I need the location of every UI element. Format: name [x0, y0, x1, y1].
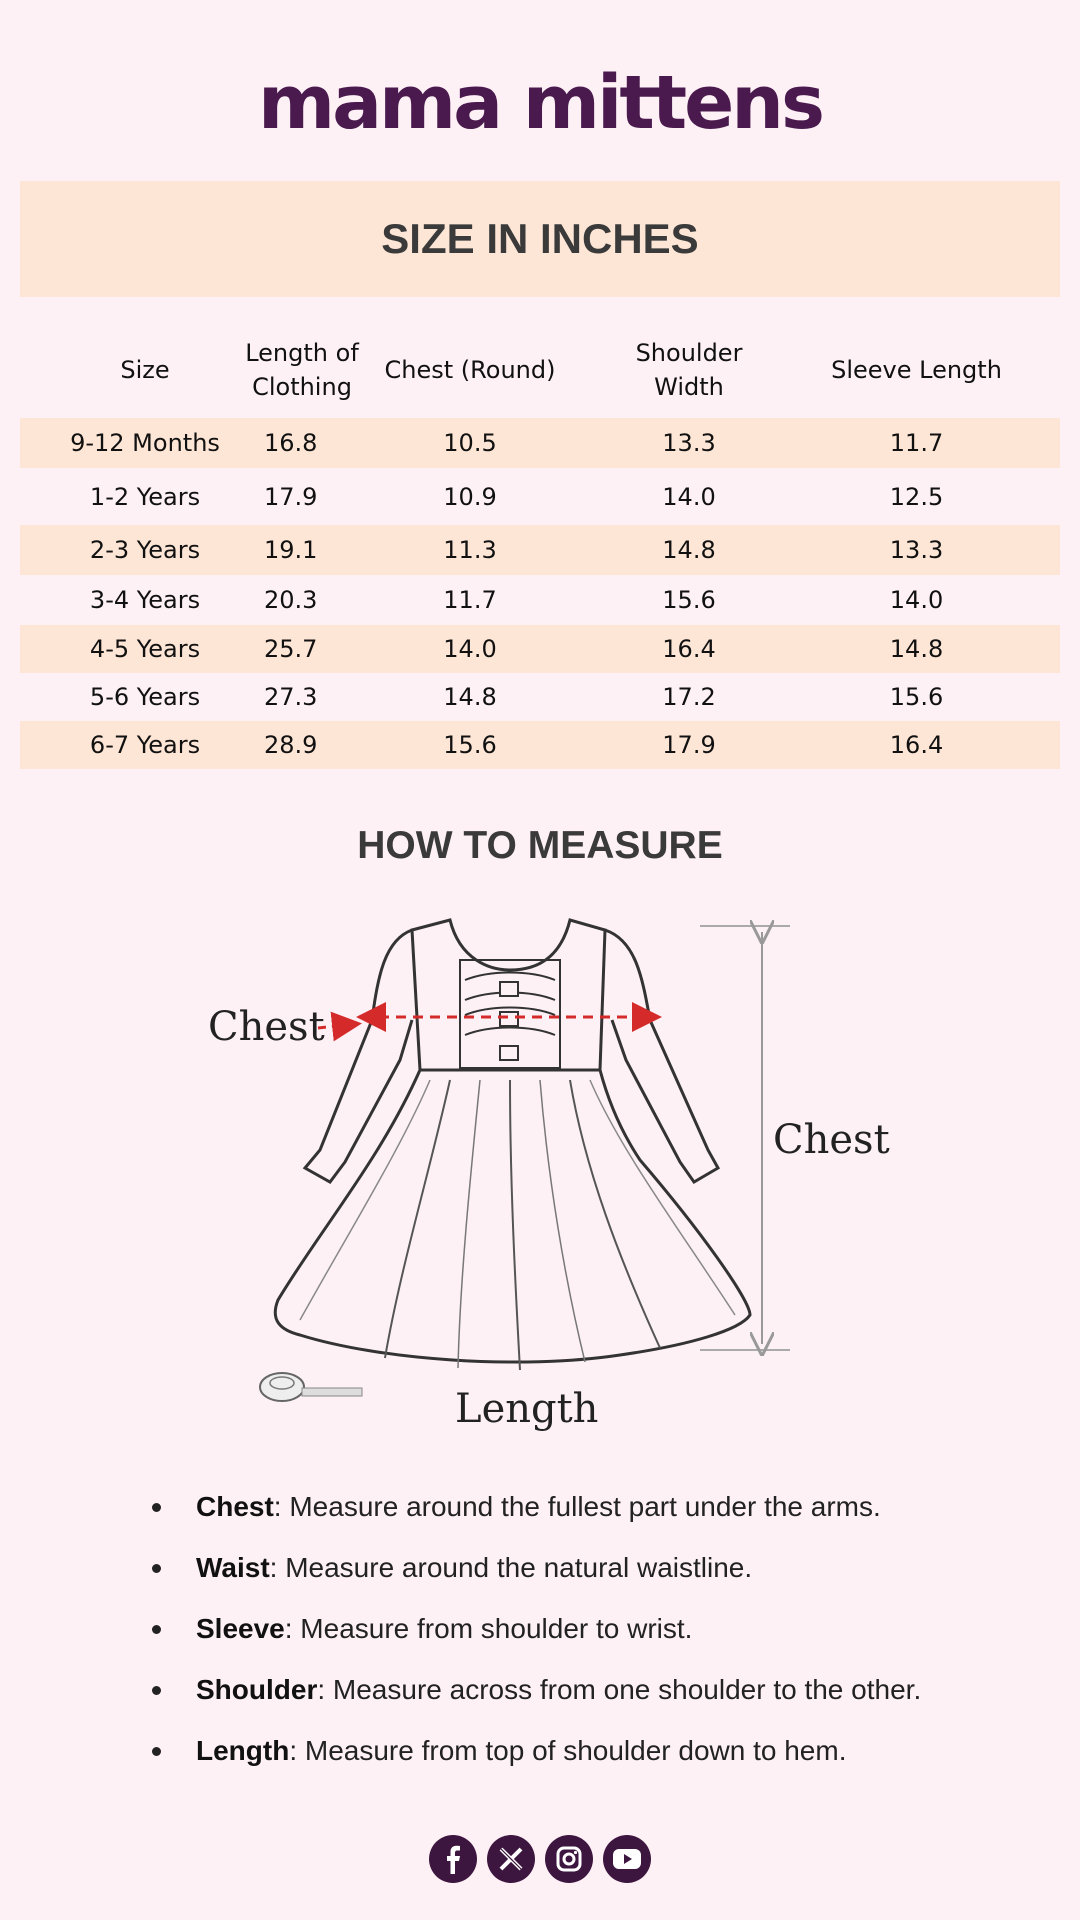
- table-row: 1-2 Years 17.9 10.9 14.0 12.5: [20, 468, 1060, 525]
- table-cell: 25.7: [264, 625, 335, 673]
- header-shoulder-label: Shoulder Width: [635, 339, 743, 401]
- table-cell: 14.0: [889, 586, 944, 614]
- tip-term: Chest: [196, 1491, 274, 1522]
- header-length-label: Length of Clothing: [245, 339, 359, 401]
- table-cell: 28.9: [264, 721, 335, 769]
- tip-text: : Measure across from one shoulder to th…: [317, 1674, 922, 1705]
- table-cell: 27.3: [264, 673, 335, 721]
- tip-item: Waist: Measure around the natural waistl…: [150, 1549, 921, 1610]
- table-cell: 10.9: [443, 482, 497, 511]
- banner-title: SIZE IN INCHES: [381, 215, 699, 262]
- table-cell: 15.6: [335, 721, 605, 769]
- chest-label-right: Chest: [773, 1117, 890, 1163]
- table-cell: 10.5: [335, 418, 605, 468]
- tip-text: : Measure from shoulder to wrist.: [284, 1613, 693, 1644]
- table-cell: 16.8: [264, 418, 335, 468]
- table-row: 4-5 Years 25.7 14.0 16.4 14.8: [20, 625, 1060, 673]
- tape-measure-icon: [259, 1372, 363, 1402]
- tip-text: : Measure from top of shoulder down to h…: [289, 1735, 847, 1766]
- table-cell: 9-12 Months: [20, 418, 270, 468]
- table-cell: 19.1: [264, 525, 335, 575]
- length-label: Length: [455, 1386, 598, 1432]
- x-icon[interactable]: [487, 1835, 535, 1883]
- dress-illustration: Chest Chest Length: [208, 918, 890, 1432]
- table-cell: 17.9: [605, 721, 773, 769]
- header-sleeve: Sleeve Length: [831, 356, 1002, 384]
- table-cell: 14.8: [773, 625, 1060, 673]
- table-cell: 13.3: [773, 525, 1060, 575]
- facebook-icon[interactable]: [429, 1835, 477, 1883]
- header-size: Size: [120, 356, 170, 384]
- table-cell: 14.8: [443, 683, 497, 711]
- tip-item: Shoulder: Measure across from one should…: [150, 1671, 921, 1732]
- table-cell: 15.6: [889, 683, 944, 711]
- length-value: 17.9: [264, 482, 318, 511]
- table-cell: 14.0: [662, 482, 716, 511]
- chest-label-left: Chest: [208, 1004, 325, 1050]
- length-value: 27.3: [264, 683, 318, 711]
- how-to-measure-title: HOW TO MEASURE: [357, 824, 723, 867]
- size-table: Size Length of Clothing Chest (Round) Sh…: [20, 322, 1060, 769]
- length-value: 28.9: [264, 731, 318, 759]
- brand-logo: mama mittens: [258, 60, 825, 146]
- table-cell: 3-4 Years: [89, 586, 201, 614]
- table-cell: 20.3: [264, 575, 335, 625]
- tip-term: Length: [196, 1735, 290, 1766]
- right-sleeve: [604, 928, 721, 1184]
- left-sleeve: [302, 928, 414, 1184]
- chest-pointer: [317, 1011, 362, 1042]
- table-cell: 12.5: [889, 482, 944, 511]
- table-row: 2-3 Years 19.1 11.3 14.8 13.3: [20, 525, 1060, 575]
- tip-item: Chest: Measure around the fullest part u…: [150, 1488, 921, 1549]
- length-value: 25.7: [264, 635, 318, 663]
- table-cell: 11.3: [335, 525, 605, 575]
- tip-item: Sleeve: Measure from shoulder to wrist.: [150, 1610, 921, 1671]
- table-cell: 15.6: [662, 586, 716, 614]
- table-cell: 17.2: [662, 683, 716, 711]
- table-cell: 11.7: [443, 586, 497, 614]
- header-chest: Chest (Round): [384, 356, 556, 384]
- table-row: 5-6 Years 27.3 14.8 17.2 15.6: [20, 673, 1060, 721]
- table-row: 6-7 Years 28.9 15.6 17.9 16.4: [20, 721, 1060, 769]
- length-value: 16.8: [264, 429, 318, 457]
- table-header-row: Size Length of Clothing Chest (Round) Sh…: [20, 322, 1060, 418]
- table-cell: 4-5 Years: [20, 625, 270, 673]
- table-cell: 2-3 Years: [20, 525, 270, 575]
- table-cell: 11.7: [773, 418, 1060, 468]
- tip-term: Waist: [196, 1552, 270, 1583]
- table-cell: 17.9: [264, 468, 335, 525]
- tip-text: : Measure around the natural waistline.: [269, 1552, 753, 1583]
- table-cell: 1-2 Years: [89, 482, 201, 511]
- header-shoulder: Shoulder Width: [605, 322, 773, 418]
- table-row: 9-12 Months 16.8 10.5 13.3 11.7: [20, 418, 1060, 468]
- table-cell: 16.4: [605, 625, 773, 673]
- table-cell: 14.8: [605, 525, 773, 575]
- table-cell: 16.4: [773, 721, 1060, 769]
- length-value: 19.1: [264, 536, 318, 564]
- size-banner: SIZE IN INCHES: [20, 181, 1060, 297]
- youtube-icon[interactable]: [603, 1835, 651, 1883]
- social-links: [0, 1835, 1080, 1883]
- measure-tips-list: Chest: Measure around the fullest part u…: [150, 1488, 921, 1793]
- header-length: Length of Clothing: [245, 322, 359, 418]
- tip-term: Sleeve: [196, 1613, 285, 1644]
- table-cell: 14.0: [335, 625, 605, 673]
- table-cell: 5-6 Years: [89, 683, 201, 711]
- tip-item: Length: Measure from top of shoulder dow…: [150, 1732, 921, 1793]
- table-cell: 13.3: [605, 418, 773, 468]
- table-cell: 6-7 Years: [20, 721, 270, 769]
- instagram-icon[interactable]: [545, 1835, 593, 1883]
- table-row: 3-4 Years 20.3 11.7 15.6 14.0: [20, 575, 1060, 625]
- tip-text: : Measure around the fullest part under …: [273, 1491, 881, 1522]
- tip-term: Shoulder: [196, 1674, 318, 1705]
- length-value: 20.3: [264, 586, 318, 614]
